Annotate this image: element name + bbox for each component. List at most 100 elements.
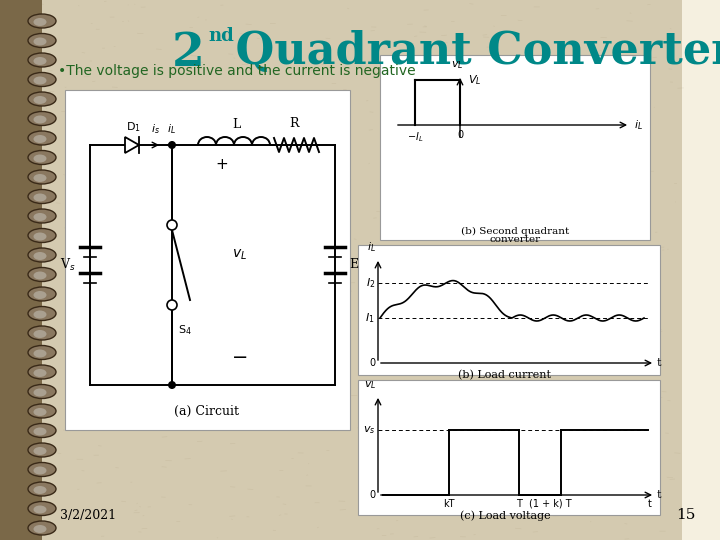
- Ellipse shape: [28, 384, 56, 399]
- Text: +: +: [215, 157, 228, 172]
- Ellipse shape: [34, 37, 47, 45]
- Text: 0: 0: [369, 490, 375, 500]
- Ellipse shape: [28, 521, 56, 535]
- Ellipse shape: [28, 287, 56, 301]
- Ellipse shape: [34, 154, 47, 163]
- Circle shape: [168, 381, 176, 389]
- Text: t: t: [648, 499, 652, 509]
- Text: D$_1$: D$_1$: [126, 120, 141, 134]
- Text: (1 + k) T: (1 + k) T: [529, 499, 572, 509]
- Ellipse shape: [28, 365, 56, 379]
- Bar: [380, 55, 650, 240]
- Bar: [358, 380, 660, 515]
- Text: V$_s$: V$_s$: [60, 257, 76, 273]
- Ellipse shape: [34, 310, 47, 319]
- Ellipse shape: [34, 18, 47, 26]
- Circle shape: [167, 300, 177, 310]
- Circle shape: [167, 220, 177, 230]
- Ellipse shape: [34, 486, 47, 494]
- Ellipse shape: [34, 525, 47, 533]
- Ellipse shape: [34, 467, 47, 475]
- Text: $i_s$: $i_s$: [150, 122, 160, 136]
- Text: Quadrant Converter: Quadrant Converter: [220, 30, 720, 73]
- Text: $I_2$: $I_2$: [366, 276, 375, 290]
- Ellipse shape: [28, 72, 56, 86]
- Ellipse shape: [34, 213, 47, 221]
- Ellipse shape: [28, 404, 56, 418]
- Ellipse shape: [28, 502, 56, 516]
- Ellipse shape: [28, 170, 56, 184]
- Circle shape: [168, 141, 176, 149]
- Text: 3/2/2021: 3/2/2021: [60, 509, 116, 522]
- Ellipse shape: [28, 248, 56, 262]
- Text: $-I_L$: $-I_L$: [407, 130, 423, 144]
- Text: (c) Load voltage: (c) Load voltage: [459, 510, 550, 521]
- Text: S$_4$: S$_4$: [178, 323, 192, 337]
- Text: $i_L$: $i_L$: [166, 122, 176, 136]
- Ellipse shape: [28, 346, 56, 360]
- Text: L: L: [232, 118, 240, 131]
- Ellipse shape: [28, 14, 56, 28]
- Text: $i_L$: $i_L$: [634, 118, 643, 132]
- Ellipse shape: [28, 267, 56, 281]
- Bar: [0, 0, 42, 540]
- Text: 15: 15: [675, 508, 695, 522]
- Text: 0: 0: [457, 130, 463, 140]
- Ellipse shape: [28, 151, 56, 165]
- Ellipse shape: [34, 428, 47, 435]
- Ellipse shape: [34, 408, 47, 416]
- Ellipse shape: [28, 190, 56, 204]
- Ellipse shape: [34, 57, 47, 65]
- Ellipse shape: [28, 33, 56, 48]
- Ellipse shape: [34, 116, 47, 124]
- Ellipse shape: [34, 193, 47, 201]
- Text: nd: nd: [208, 27, 234, 45]
- Ellipse shape: [34, 349, 47, 357]
- Text: $v_L$: $v_L$: [364, 379, 376, 391]
- Text: (a) Circuit: (a) Circuit: [174, 405, 240, 418]
- Ellipse shape: [28, 423, 56, 437]
- Ellipse shape: [28, 462, 56, 476]
- Text: 0: 0: [369, 358, 375, 368]
- Ellipse shape: [28, 53, 56, 67]
- Bar: [42, 0, 682, 540]
- Ellipse shape: [34, 252, 47, 260]
- Text: $i_L$: $i_L$: [367, 240, 376, 254]
- Ellipse shape: [34, 447, 47, 455]
- Ellipse shape: [28, 228, 56, 242]
- Ellipse shape: [34, 330, 47, 338]
- Ellipse shape: [34, 369, 47, 377]
- Text: converter: converter: [490, 235, 541, 244]
- Ellipse shape: [34, 174, 47, 182]
- Text: $v_L$: $v_L$: [451, 59, 463, 71]
- Ellipse shape: [28, 443, 56, 457]
- Text: t: t: [657, 490, 662, 500]
- Polygon shape: [125, 137, 139, 153]
- Text: $V_L$: $V_L$: [468, 73, 482, 87]
- Ellipse shape: [28, 482, 56, 496]
- Text: −: −: [232, 348, 248, 367]
- Ellipse shape: [34, 291, 47, 299]
- Text: (b) Load current: (b) Load current: [459, 370, 552, 380]
- Ellipse shape: [34, 135, 47, 143]
- Text: (b) Second quadrant: (b) Second quadrant: [461, 227, 569, 236]
- Ellipse shape: [34, 388, 47, 396]
- Ellipse shape: [34, 77, 47, 84]
- Ellipse shape: [34, 505, 47, 514]
- Bar: [358, 245, 660, 375]
- Text: •The voltage is positive and the current is negative: •The voltage is positive and the current…: [58, 64, 415, 78]
- Ellipse shape: [28, 307, 56, 321]
- Ellipse shape: [34, 272, 47, 280]
- Ellipse shape: [28, 111, 56, 125]
- Ellipse shape: [28, 209, 56, 223]
- Text: t: t: [657, 358, 662, 368]
- Text: 2: 2: [172, 30, 205, 76]
- Ellipse shape: [28, 131, 56, 145]
- Text: $I_1$: $I_1$: [366, 311, 375, 325]
- Ellipse shape: [34, 233, 47, 240]
- Text: $v_L$: $v_L$: [233, 248, 248, 262]
- Ellipse shape: [28, 92, 56, 106]
- Text: kT: kT: [443, 499, 454, 509]
- Text: T: T: [516, 499, 522, 509]
- Bar: [65, 90, 350, 430]
